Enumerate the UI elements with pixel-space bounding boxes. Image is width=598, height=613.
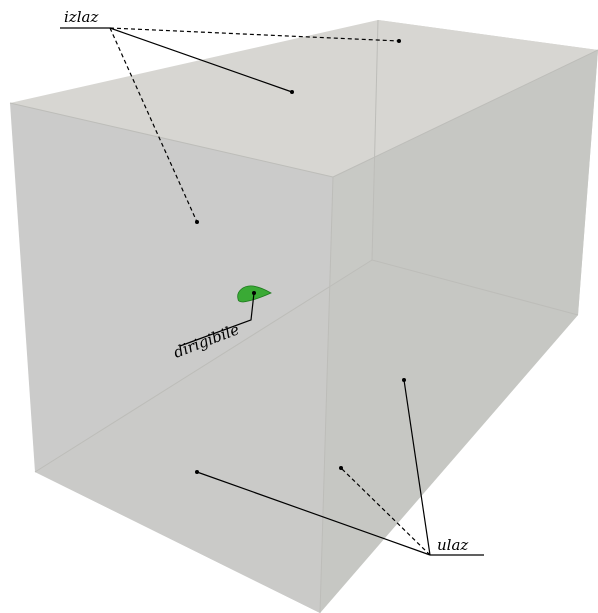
outlet-leaders: [60, 27, 400, 223]
box-edges: [9, 19, 598, 613]
outlet-leader-top-right: [109, 27, 400, 42]
top-face: [10, 20, 598, 177]
inlet-points: [195, 378, 406, 474]
outlet-leader-front: [109, 27, 198, 223]
inlet-leaders: [196, 379, 484, 556]
airship-leader: [179, 292, 255, 347]
inlet-label: ulaz: [437, 536, 468, 554]
outlet-leader-top-center: [109, 27, 293, 93]
inlet-leader-right: [403, 379, 431, 556]
front-face: [10, 103, 333, 613]
outlet-label: izlaz: [64, 8, 98, 26]
inlet-leader-floor-left: [196, 471, 431, 556]
airship-point: [252, 291, 256, 295]
outlet-points: [195, 39, 401, 224]
right-face: [320, 50, 598, 613]
